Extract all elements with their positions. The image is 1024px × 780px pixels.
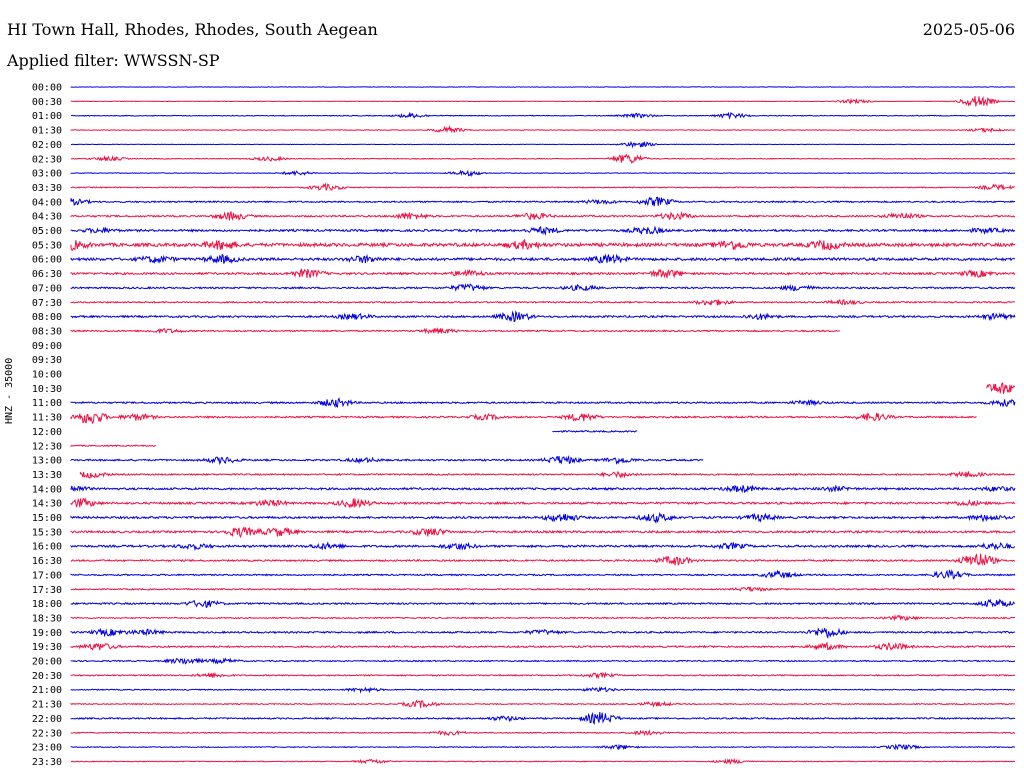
seismic-trace xyxy=(70,569,1016,580)
row-time-label: 04:30 xyxy=(32,212,62,223)
seismic-trace xyxy=(70,526,1016,539)
row-time-label: 12:00 xyxy=(32,427,62,438)
seismic-trace xyxy=(70,238,1016,251)
seismic-trace xyxy=(70,699,1016,708)
row-time-label: 07:00 xyxy=(32,283,62,294)
row-time-label: 09:00 xyxy=(32,341,62,352)
date-label: 2025-05-06 xyxy=(922,20,1015,39)
row-time-label: 11:00 xyxy=(32,398,62,409)
row-time-label: 21:30 xyxy=(32,700,62,711)
row-time-label: 05:30 xyxy=(32,240,62,251)
seismic-trace xyxy=(70,729,1016,737)
row-time-label: 02:00 xyxy=(32,140,62,151)
row-time-label: 19:00 xyxy=(32,628,62,639)
row-time-label: 10:30 xyxy=(32,384,62,395)
seismic-trace xyxy=(70,210,1015,221)
seismic-trace xyxy=(70,627,1016,639)
row-time-label: 06:00 xyxy=(32,255,62,266)
seismic-trace xyxy=(70,124,1016,134)
seismic-trace xyxy=(70,268,1016,279)
row-time-label: 11:30 xyxy=(32,413,62,424)
row-time-label: 05:00 xyxy=(32,226,62,237)
row-time-label: 07:30 xyxy=(32,298,62,309)
seismic-trace xyxy=(70,757,1016,765)
seismic-trace xyxy=(70,671,1016,680)
row-time-label: 13:30 xyxy=(32,470,62,481)
seismic-trace xyxy=(70,614,1016,622)
row-time-label: 03:30 xyxy=(32,183,62,194)
seismic-trace xyxy=(552,429,638,433)
row-time-label: 22:00 xyxy=(32,714,62,725)
row-time-label: 17:00 xyxy=(32,570,62,581)
row-time-label: 02:30 xyxy=(32,154,62,165)
row-time-label: 16:00 xyxy=(32,542,62,553)
filter-label: Applied filter: WWSSN-SP xyxy=(7,51,220,70)
seismic-trace xyxy=(70,283,1016,293)
row-time-label: 00:30 xyxy=(32,97,62,108)
row-time-label: 01:30 xyxy=(32,126,62,137)
row-time-label: 06:30 xyxy=(32,269,62,280)
seismic-trace xyxy=(70,182,1016,191)
seismic-trace xyxy=(70,657,1016,665)
seismic-trace xyxy=(70,196,1016,207)
seismic-trace xyxy=(70,95,1016,107)
row-time-label: 14:00 xyxy=(32,484,62,495)
seismic-trace xyxy=(70,686,1016,694)
row-time-label: 14:30 xyxy=(32,499,62,510)
station-title: HI Town Hall, Rhodes, Rhodes, South Aege… xyxy=(7,20,378,39)
row-time-label: 17:30 xyxy=(32,585,62,596)
row-time-label: 23:30 xyxy=(32,757,62,768)
seismic-trace xyxy=(70,225,1016,236)
seismic-trace xyxy=(70,454,704,466)
row-time-label: 19:30 xyxy=(32,642,62,653)
seismic-trace xyxy=(70,310,1016,323)
seismic-trace xyxy=(70,586,1015,593)
row-time-label: 03:00 xyxy=(32,169,62,180)
seismic-trace xyxy=(70,253,1016,265)
seismic-trace xyxy=(70,598,1016,608)
row-time-label: 20:00 xyxy=(32,657,62,668)
seismic-trace xyxy=(70,497,1016,509)
seismic-trace xyxy=(70,743,1016,751)
seismic-trace xyxy=(79,470,1015,479)
row-time-label: 04:00 xyxy=(32,197,62,208)
seismic-trace xyxy=(70,553,1016,566)
seismic-trace xyxy=(70,484,1016,494)
seismic-trace xyxy=(986,382,1016,394)
row-time-label: 18:30 xyxy=(32,613,62,624)
row-time-label: 08:00 xyxy=(32,312,62,323)
seismic-trace xyxy=(70,169,1016,178)
seismic-trace xyxy=(70,111,1016,120)
row-time-label: 13:00 xyxy=(32,456,62,467)
seismic-trace xyxy=(70,140,1016,149)
row-time-label: 21:00 xyxy=(32,685,62,696)
row-time-label: 01:00 xyxy=(32,111,62,122)
row-time-label: 12:30 xyxy=(32,441,62,452)
seismic-trace xyxy=(70,711,1016,725)
seismic-trace xyxy=(70,511,1016,524)
row-time-label: 10:00 xyxy=(32,370,62,381)
row-time-label: 18:00 xyxy=(32,599,62,610)
row-time-label: 23:00 xyxy=(32,743,62,754)
seismic-trace xyxy=(70,641,1016,651)
row-time-label: 22:30 xyxy=(32,728,62,739)
seismic-trace xyxy=(70,298,1016,306)
seismic-trace xyxy=(70,327,840,335)
row-time-label: 08:30 xyxy=(32,326,62,337)
row-time-label: 20:30 xyxy=(32,671,62,682)
row-time-label: 09:30 xyxy=(32,355,62,366)
seismic-trace xyxy=(70,153,1016,165)
seismic-trace xyxy=(70,396,1016,409)
seismic-trace xyxy=(70,444,157,448)
row-time-label: 15:30 xyxy=(32,527,62,538)
row-time-label: 16:30 xyxy=(32,556,62,567)
row-time-label: 15:00 xyxy=(32,513,62,524)
seismic-trace xyxy=(70,541,1016,552)
row-time-label: 00:00 xyxy=(32,83,62,94)
seismic-trace xyxy=(70,412,977,425)
